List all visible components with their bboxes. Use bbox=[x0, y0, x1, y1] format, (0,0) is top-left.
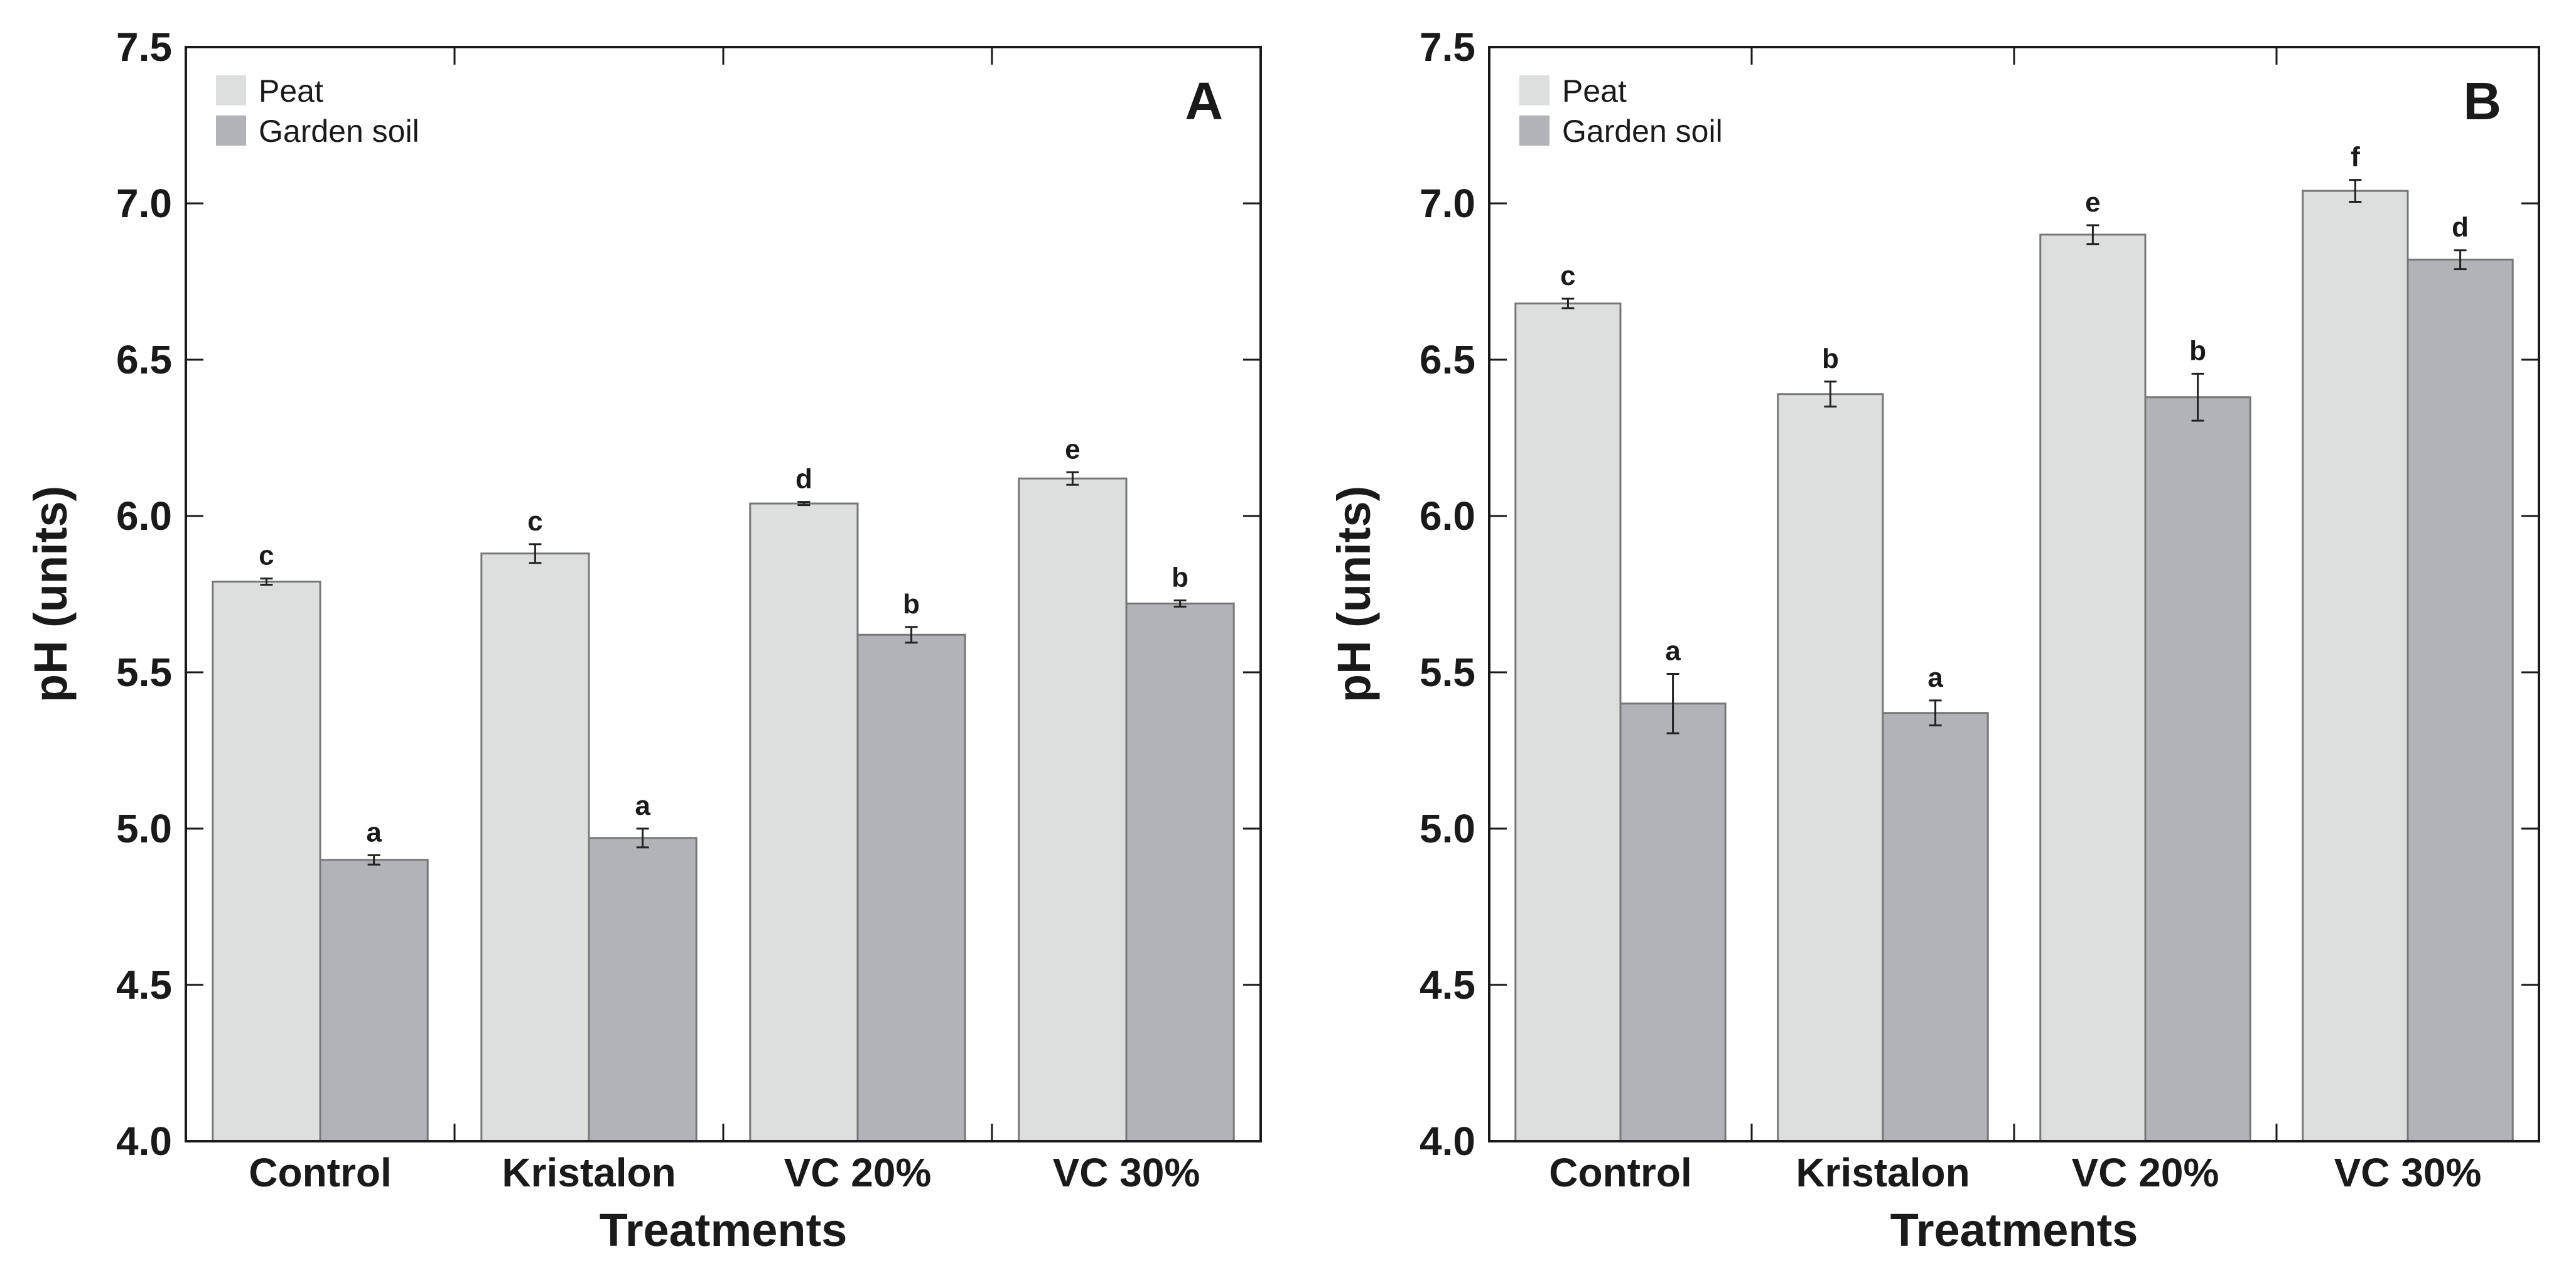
legend-label: Garden soil bbox=[1562, 114, 1723, 149]
x-tick-label: Control bbox=[249, 1150, 392, 1195]
error-bar bbox=[260, 578, 273, 586]
y-tick-label: 7.0 bbox=[116, 181, 172, 226]
y-tick-label: 4.0 bbox=[1420, 1119, 1475, 1164]
bar-garden-soil bbox=[856, 633, 966, 1142]
significance-letter: e bbox=[1065, 434, 1080, 465]
error-bar bbox=[636, 827, 649, 849]
x-tick-label: Kristalon bbox=[1796, 1150, 1970, 1195]
y-tick-label: 5.5 bbox=[1420, 650, 1475, 695]
error-bar bbox=[1561, 298, 1575, 309]
y-axis-title: pH (units) bbox=[1328, 486, 1380, 702]
panel-label: B bbox=[2463, 72, 2501, 131]
y-tick-label: 4.5 bbox=[1420, 962, 1475, 1008]
significance-letter: c bbox=[1560, 261, 1575, 291]
error-bar bbox=[529, 543, 542, 564]
bar-garden-soil bbox=[2406, 259, 2514, 1142]
error-bar bbox=[367, 854, 380, 866]
bar-garden-soil bbox=[588, 837, 698, 1142]
bar-garden-soil bbox=[319, 859, 429, 1142]
bar-peat bbox=[480, 552, 590, 1142]
error-bar bbox=[2086, 224, 2099, 245]
error-bar bbox=[2454, 249, 2467, 271]
bar-peat bbox=[1018, 477, 1128, 1142]
error-bar bbox=[1066, 471, 1079, 486]
significance-letter: a bbox=[366, 817, 382, 847]
y-tick-label: 7.0 bbox=[1420, 181, 1475, 226]
panel-label: A bbox=[1185, 72, 1223, 131]
x-tick-label: Kristalon bbox=[502, 1150, 676, 1195]
legend-swatch-garden-soil bbox=[1519, 116, 1549, 146]
bar-peat bbox=[1777, 393, 1884, 1142]
significance-letter: b bbox=[1822, 343, 1839, 374]
y-tick-label: 6.5 bbox=[1420, 337, 1475, 382]
bar-garden-soil bbox=[1125, 602, 1235, 1142]
legend-label: Peat bbox=[259, 73, 323, 109]
legend-swatch-garden-soil bbox=[216, 116, 246, 146]
legend-swatch-peat bbox=[1519, 75, 1549, 105]
x-tick-label: VC 20% bbox=[784, 1150, 932, 1195]
y-tick-label: 5.0 bbox=[116, 806, 172, 851]
y-tick-label: 6.0 bbox=[1420, 493, 1475, 539]
y-tick-label: 6.0 bbox=[116, 493, 172, 539]
chart-panel-b: c b e f a a b d 4.0 4.5 5.0 5.5 6.0 6.5 7.0 7.5 Control K… bbox=[1328, 24, 2540, 1256]
significance-letter: a bbox=[1665, 635, 1681, 666]
bar-garden-soil bbox=[2144, 396, 2251, 1142]
bar-peat bbox=[1514, 302, 1622, 1142]
x-tick-label: VC 20% bbox=[2072, 1150, 2219, 1195]
significance-letter: b bbox=[1172, 562, 1188, 593]
y-tick-label: 5.5 bbox=[116, 650, 172, 695]
legend-label: Peat bbox=[1562, 73, 1627, 109]
y-tick-label: 4.0 bbox=[116, 1119, 172, 1164]
error-bar bbox=[797, 501, 811, 507]
error-bar bbox=[905, 626, 918, 644]
error-bar bbox=[1173, 599, 1187, 608]
y-tick-label: 7.5 bbox=[1420, 24, 1475, 70]
bar-peat bbox=[2302, 190, 2409, 1142]
x-axis-title: Treatments bbox=[1890, 1204, 2138, 1256]
bar-peat bbox=[749, 502, 859, 1142]
y-tick-label: 7.5 bbox=[116, 24, 172, 70]
significance-letter: d bbox=[795, 464, 812, 495]
significance-letter: a bbox=[1927, 662, 1943, 693]
bar-peat bbox=[2039, 234, 2147, 1142]
significance-letter: c bbox=[527, 506, 542, 537]
error-bar bbox=[1929, 699, 1942, 727]
y-tick-label: 6.5 bbox=[116, 337, 172, 382]
error-bar bbox=[2349, 179, 2362, 203]
significance-letter: b bbox=[2189, 335, 2206, 366]
legend-label: Garden soil bbox=[259, 114, 419, 149]
error-bar bbox=[2191, 372, 2204, 422]
chart-panel-a: c c d e a a b b 4.0 4.5 5.0 5.5 6.0 6.5 7.0 7.5 Control K… bbox=[24, 24, 1262, 1256]
significance-letter: a bbox=[635, 790, 650, 821]
bar-garden-soil bbox=[1619, 702, 1727, 1142]
significance-letter: b bbox=[903, 589, 920, 620]
significance-letter: e bbox=[2085, 187, 2100, 218]
x-tick-label: VC 30% bbox=[2334, 1150, 2482, 1195]
significance-letter: f bbox=[2351, 142, 2360, 173]
bar-garden-soil bbox=[1882, 712, 1989, 1142]
y-tick-label: 5.0 bbox=[1420, 806, 1475, 851]
x-axis-title: Treatments bbox=[600, 1204, 848, 1256]
significance-letter: d bbox=[2452, 212, 2469, 243]
error-bar bbox=[1824, 380, 1837, 408]
x-tick-label: VC 30% bbox=[1053, 1150, 1200, 1195]
bar-peat bbox=[212, 581, 321, 1142]
x-tick-label: Control bbox=[1549, 1150, 1692, 1195]
legend-swatch-peat bbox=[216, 75, 246, 105]
y-tick-label: 4.5 bbox=[116, 962, 172, 1008]
y-axis-title: pH (units) bbox=[24, 486, 77, 702]
error-bar bbox=[1666, 672, 1679, 734]
significance-letter: c bbox=[259, 540, 274, 571]
